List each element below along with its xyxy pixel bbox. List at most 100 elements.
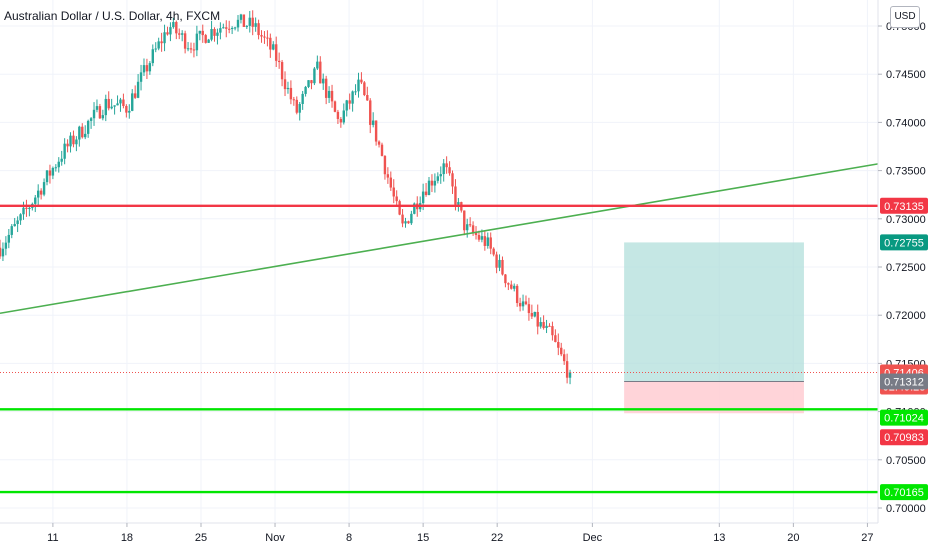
candle-body [483,236,487,246]
candle-body [486,237,489,246]
price-tag-label: 0.70165 [884,487,924,499]
currency-button[interactable]: USD [890,6,920,28]
candle-body [142,65,146,73]
candle-body [568,372,572,378]
candle-body [371,120,375,125]
candle-body [151,49,154,64]
candle-body [433,180,437,186]
price-tag [880,409,928,426]
candle-body [207,39,210,43]
candle-body [263,36,266,38]
price-tag-label: 0.71312 [884,377,924,389]
candle-body [345,100,348,111]
candle-body [430,180,434,186]
candle-body [398,201,401,215]
candle-body [545,325,548,328]
target-zone[interactable] [624,242,804,382]
price-tag [880,429,928,446]
candle-body [404,221,407,224]
candle-body [342,110,345,123]
candle-body [98,106,102,119]
time-axis-background [0,523,932,550]
candle-body [351,91,354,104]
candle-body [195,33,199,51]
time-tick-label: 25 [195,532,207,544]
candle-body [39,190,43,195]
candle-body [410,213,413,224]
candle-body [104,98,107,116]
candle-body [116,103,119,106]
price-tick-label: 0.73500 [886,166,926,178]
candle-body [498,259,501,268]
candle-body [322,78,325,84]
time-tick-label: 20 [787,532,799,544]
candle-body [436,176,440,181]
candle-body [198,30,202,34]
price-tick-label: 0.73000 [886,214,926,226]
candle-body [504,274,507,284]
candle-body [166,32,169,35]
candle-body [183,33,187,49]
time-tick-label: 27 [861,532,873,544]
candle-body [213,28,216,36]
candle-body [136,81,140,98]
candle-body [201,30,204,36]
candle-body [401,214,404,224]
candle-body [192,49,196,51]
candle-body [7,234,11,243]
candle-body [374,120,378,142]
candle-body [163,32,166,44]
candle-body [254,23,257,27]
trend-line[interactable] [0,163,879,315]
candle-body [518,303,522,307]
candle-body [204,35,207,43]
time-tick-label: Nov [265,532,285,544]
stop-zone[interactable] [624,381,804,414]
candle-body [186,48,190,50]
position-tool[interactable] [624,242,804,414]
candle-body [310,80,313,84]
candle-body [471,225,475,233]
candle-body [477,235,481,240]
candle-body [451,173,454,187]
candle-body [154,48,157,50]
candle-body [251,17,254,27]
candle-body [366,95,369,101]
candle-body [542,322,545,328]
candle-body [448,167,451,174]
time-tick-label: 8 [346,532,352,544]
candle-body [336,111,340,119]
drawn-lines[interactable] [0,163,879,494]
candle-body [13,224,16,227]
candle-body [363,82,366,96]
candle-body [148,63,152,72]
price-tag [880,484,928,501]
candle-body [330,90,334,102]
candle-body [125,106,128,113]
price-tag [880,373,928,390]
time-axis[interactable]: 11 18 25 Nov 8 15 22 Dec 13 20 27 [47,523,874,544]
candle-body [36,190,40,198]
candle-body [286,87,290,90]
candle-body [242,14,246,27]
price-tag [880,234,928,251]
candle-body [172,22,175,28]
candle-body [160,41,163,44]
candle-body [145,65,149,72]
candle-body [492,248,495,255]
candle-body [95,106,99,110]
time-tick-label: 18 [121,532,133,544]
candle-body [210,28,213,40]
candle-body [524,301,528,305]
candle-body [280,62,284,80]
candle-body [389,177,393,188]
candle-body [565,361,569,378]
price-tag [880,197,928,214]
candle-body [219,28,222,33]
candle-body [72,135,75,145]
candle-body [304,86,307,94]
candle-body [245,25,249,27]
candle-body [48,170,52,176]
price-tick-label: 0.74500 [886,69,926,81]
